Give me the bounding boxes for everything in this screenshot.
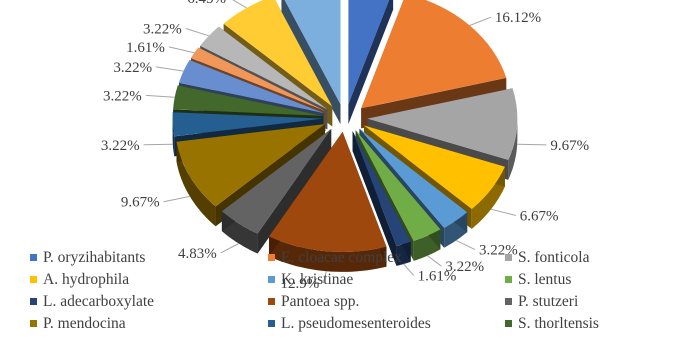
slice-top: [361, 0, 507, 109]
legend-item: P. oryzihabitants: [30, 249, 145, 266]
leader-line: [168, 46, 195, 54]
data-labels: 4.83%16.12%9.67%6.67%3.22%3.22%1.61%12.9…: [101, 0, 589, 292]
slice-top: [359, 128, 468, 228]
legend-label: P. mendocina: [43, 315, 126, 332]
slice-top: [223, 0, 333, 107]
leader-line: [232, 0, 247, 9]
data-label: 9.67%: [550, 138, 589, 154]
legend-swatch: [505, 276, 512, 283]
legend-label: E. cloacae complex: [281, 249, 402, 266]
slice-top: [172, 112, 323, 137]
leader-line: [156, 66, 184, 72]
slice-top: [200, 26, 328, 110]
leader-line: [145, 94, 175, 98]
pie-slice: [352, 131, 411, 266]
data-label: 3.22%: [445, 259, 484, 275]
legend-item: K. kristinae: [268, 271, 353, 288]
data-label: 9.67%: [121, 195, 160, 211]
data-label: 3.22%: [103, 88, 142, 104]
leader-line: [185, 28, 209, 37]
leader-line: [163, 195, 190, 203]
legend-item: P. stutzeri: [505, 293, 579, 310]
legend-label: A. hydrophila: [43, 271, 129, 288]
data-label: 3.22%: [101, 138, 140, 154]
data-label: 3.22%: [143, 22, 182, 38]
slice-top: [178, 60, 325, 114]
slice-top: [176, 124, 325, 207]
pie-slice: [281, 0, 341, 125]
legend-swatch: [30, 276, 37, 283]
slice-wall: [348, 0, 394, 125]
slice-side: [269, 236, 387, 272]
legend-swatch: [30, 320, 37, 327]
pie-slices: [172, 0, 518, 272]
slice-top: [269, 131, 387, 252]
slice-top: [355, 130, 441, 241]
legend-label: P. oryzihabitants: [43, 249, 145, 266]
data-label: 6.45%: [187, 0, 226, 7]
leader-line: [143, 143, 173, 146]
data-label: 3.22%: [113, 60, 152, 76]
legend-swatch: [268, 320, 275, 327]
slice-wall: [281, 0, 341, 125]
leader-line: [455, 239, 476, 251]
data-label: 6.67%: [520, 209, 559, 225]
slice-wall: [352, 131, 397, 266]
data-label: 4.83%: [178, 246, 217, 262]
slice-top: [173, 85, 323, 116]
pie-slice: [221, 129, 332, 254]
leader-line: [427, 255, 442, 267]
legend-label: L. pseudomesenteroides: [281, 315, 431, 332]
slice-top: [352, 131, 411, 246]
slice-top: [363, 125, 505, 209]
legend-item: P. mendocina: [30, 315, 126, 332]
legend-label: K. kristinae: [281, 271, 353, 288]
slice-side: [176, 141, 216, 227]
legend-item: E. cloacae complex: [268, 249, 402, 266]
legend: P. oryzihabitants E. cloacae complex S. fo…: [30, 249, 599, 332]
legend-item: L. pseudomesenteroides: [268, 315, 431, 332]
legend-item: Pantoea spp.: [268, 293, 359, 310]
legend-label: L. adecarboxylate: [43, 293, 154, 310]
legend-swatch: [30, 298, 37, 305]
pie-slice: [268, 131, 387, 272]
slice-side: [508, 118, 518, 180]
leader-line: [403, 263, 414, 276]
leader-line: [220, 243, 239, 254]
slice-top: [348, 0, 390, 105]
leader-line: [517, 143, 547, 146]
leader-line: [490, 208, 516, 216]
legend-swatch: [505, 254, 512, 261]
data-label: 1.61%: [418, 268, 457, 284]
legend-label: S. thorltensis: [518, 315, 599, 332]
legend-label: S. lentus: [518, 271, 571, 288]
slice-top: [284, 0, 341, 105]
legend-swatch: [30, 254, 37, 261]
legend-swatch: [268, 276, 275, 283]
data-label: 12.9%: [280, 276, 319, 292]
data-label: 16.12%: [495, 10, 541, 26]
slice-top: [221, 129, 332, 234]
legend-label: P. stutzeri: [518, 293, 579, 310]
leader-lines: [143, 0, 547, 284]
pie-slice: [348, 0, 394, 125]
legend-swatch: [268, 298, 275, 305]
legend-swatch: [268, 254, 275, 261]
legend-item: S. lentus: [505, 271, 571, 288]
slice-top: [367, 88, 518, 160]
legend-item: S. thorltensis: [505, 315, 599, 332]
legend-item: A. hydrophila: [30, 271, 129, 288]
leader-line: [469, 16, 492, 26]
legend-swatch: [505, 320, 512, 327]
leader-line: [322, 271, 327, 284]
data-label: 1.61%: [126, 40, 165, 56]
legend-item: L. adecarboxylate: [30, 293, 154, 310]
legend-item: S. fonticola: [505, 249, 590, 266]
legend-swatch: [505, 298, 512, 305]
slice-top: [190, 47, 326, 112]
legend-label: S. fonticola: [518, 249, 590, 266]
legend-label: Pantoea spp.: [281, 293, 359, 310]
